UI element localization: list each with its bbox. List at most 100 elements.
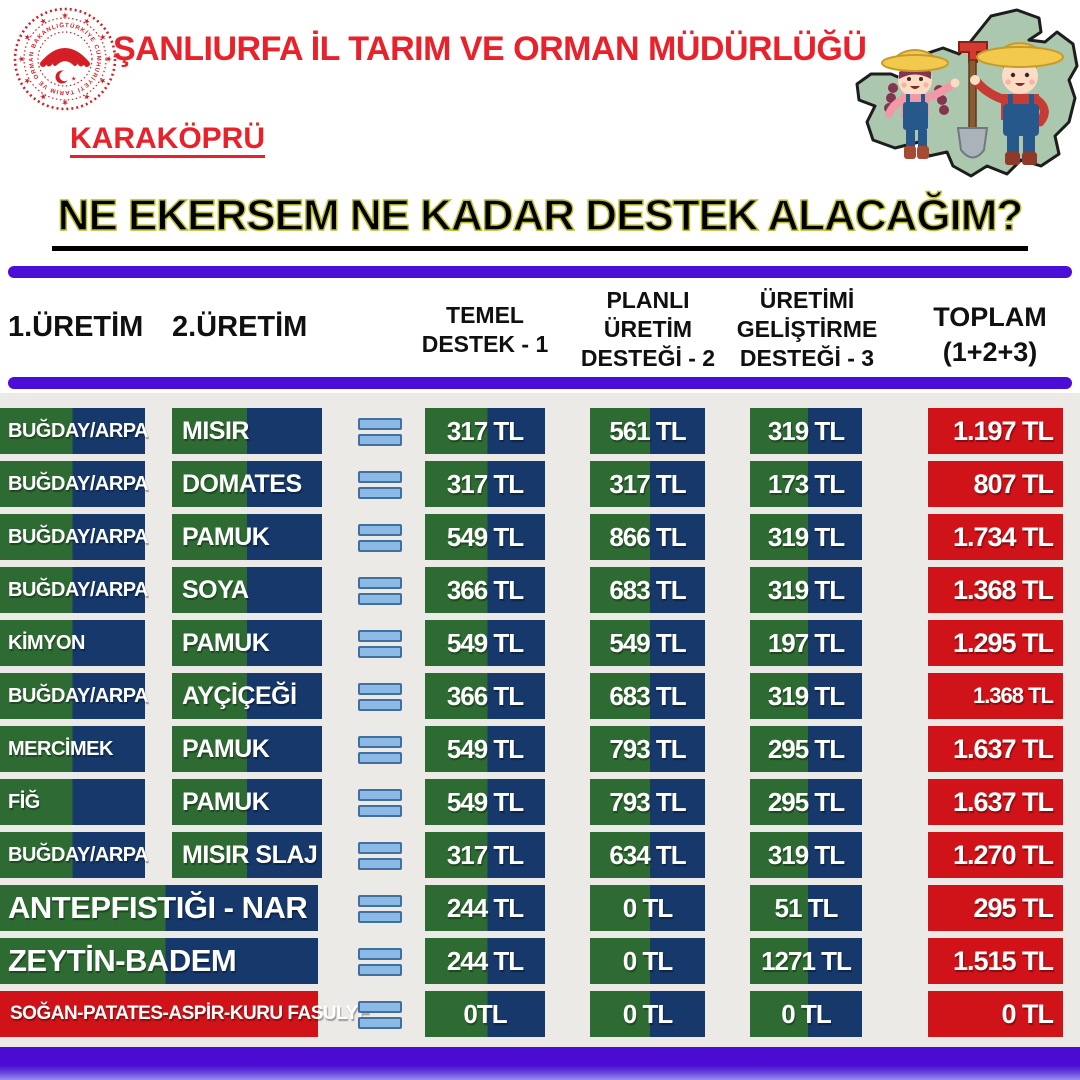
temel-value-cell: 317 TL [425, 832, 545, 878]
equals-bar [358, 630, 402, 642]
crop2-cell: MISIR [172, 408, 322, 454]
shovel-icon [956, 41, 989, 159]
column-header-uretim1: 1.ÜRETİM [8, 311, 144, 343]
gelistirme-value: 295 TL [767, 786, 845, 817]
total-cell: 1.515 TL [928, 938, 1063, 984]
table-row: ANTEPFISTIĞI - NAR 244 TL 0 TL 51 TL 295… [0, 885, 1080, 931]
planli-value-cell: 634 TL [590, 832, 705, 878]
total-cell: 1.368 TL [928, 567, 1063, 613]
column-header-toplam: TOPLAM (1+2+3) [933, 302, 1047, 368]
equals-bar [358, 752, 402, 764]
equals-bar [358, 948, 402, 960]
equals-bar [358, 593, 402, 605]
table-row: BUĞDAY/ARPA PAMUK 549 TL 866 TL 319 TL 1… [0, 514, 1080, 560]
svg-text:★: ★ [81, 16, 92, 27]
crop1-cell: BUĞDAY/ARPA [0, 832, 149, 878]
planli-value-cell: 793 TL [590, 726, 705, 772]
ministry-seal-logo: ★ ★ ★ ★ ★ ★ ★ ★ ★ ★ ★ ★ TÜRKİYE CUMHURİY… [12, 6, 117, 111]
question-title-text: NE EKERSEM NE KADAR DESTEK ALACAĞIM? [51, 190, 1029, 251]
svg-text:★: ★ [17, 55, 26, 62]
table-row: ZEYTİN-BADEM 244 TL 0 TL 1271 TL 1.515 T… [0, 938, 1080, 984]
total-value: 807 TL [973, 468, 1054, 499]
total-cell: 0 TL [928, 991, 1063, 1037]
total-value: 295 TL [973, 892, 1054, 923]
equals-bar [358, 789, 402, 801]
divider-line-top [8, 266, 1072, 278]
crop2-label: PAMUK [182, 628, 270, 657]
column-header-temel: TEMEL DESTEK - 1 [421, 302, 549, 357]
svg-text:★: ★ [97, 75, 108, 86]
district-title: KARAKÖPRÜ [70, 122, 265, 155]
gelistirme-value-cell: 319 TL [750, 673, 862, 719]
planli-value: 793 TL [609, 733, 686, 764]
crop1-label: KİMYON [8, 631, 86, 654]
gelistirme-value-cell: 319 TL [750, 567, 862, 613]
crop2-label: MISIR [182, 416, 249, 445]
total-value: 0 TL [1001, 998, 1054, 1029]
planli-value: 561 TL [609, 415, 686, 446]
crescent-star-icon: ★ [55, 70, 76, 84]
crop1-label: MERCİMEK [8, 737, 113, 760]
footer-band [0, 1047, 1080, 1080]
equals-icon [358, 418, 402, 446]
gelistirme-value: 295 TL [767, 733, 845, 764]
temel-value: 244 TL [446, 892, 524, 923]
svg-text:★: ★ [22, 32, 33, 43]
svg-text:★: ★ [22, 75, 33, 86]
planli-value-cell: 0 TL [590, 991, 705, 1037]
column-header-uretimi: ÜRETİMİ GELİŞTİRME DESTEĞİ - 3 [736, 287, 878, 371]
equals-bar [358, 540, 402, 552]
crop2-cell: DOMATES [172, 461, 322, 507]
crop2-label: PAMUK [182, 787, 270, 816]
crop2-cell: PAMUK [172, 779, 322, 825]
planli-value: 317 TL [609, 468, 686, 499]
equals-bar [358, 895, 402, 907]
planli-value: 0 TL [622, 945, 673, 976]
planli-value-cell: 549 TL [590, 620, 705, 666]
planli-value: 683 TL [609, 574, 686, 605]
crop2-label: PAMUK [182, 734, 270, 763]
unsupported-crops-cell: SOĞAN-PATATES-ASPİR-KURU FASULYE [0, 991, 370, 1037]
temel-value-cell: 0TL [425, 991, 545, 1037]
crop1-cell: KİMYON [0, 620, 145, 666]
equals-icon [358, 683, 402, 711]
planli-value-cell: 0 TL [590, 885, 705, 931]
planli-value: 634 TL [609, 839, 686, 870]
question-title: NE EKERSEM NE KADAR DESTEK ALACAĞIM? [0, 190, 1080, 251]
svg-text:★: ★ [38, 16, 49, 27]
equals-bar [358, 577, 402, 589]
temel-value-cell: 366 TL [425, 673, 545, 719]
equals-icon [358, 1001, 402, 1029]
temel-value-cell: 366 TL [425, 567, 545, 613]
gelistirme-value-cell: 197 TL [750, 620, 862, 666]
seal-emblem [40, 48, 90, 67]
table-row: MERCİMEK PAMUK 549 TL 793 TL 295 TL 1.63… [0, 726, 1080, 772]
farmers-illustration [855, 8, 1079, 178]
gelistirme-value-cell: 173 TL [750, 461, 862, 507]
temel-value-cell: 244 TL [425, 885, 545, 931]
table-row: BUĞDAY/ARPA MISIR 317 TL 561 TL 319 TL 1… [0, 408, 1080, 454]
crop-combined-cell: ANTEPFISTIĞI - NAR [0, 885, 318, 931]
equals-bar [358, 736, 402, 748]
temel-value-cell: 317 TL [425, 408, 545, 454]
table-row: BUĞDAY/ARPA SOYA 366 TL 683 TL 319 TL 1.… [0, 567, 1080, 613]
gelistirme-value: 197 TL [767, 627, 845, 658]
total-value: 1.368 TL [952, 574, 1054, 605]
gelistirme-value: 1271 TL [761, 945, 852, 976]
planli-value-cell: 317 TL [590, 461, 705, 507]
planli-value-cell: 0 TL [590, 938, 705, 984]
seal-stars: ★ ★ ★ ★ ★ ★ ★ ★ ★ ★ ★ ★ [17, 11, 113, 107]
column-header-planli: PLANLI ÜRETİM DESTEĞİ - 2 [580, 287, 716, 371]
svg-text:★: ★ [61, 98, 68, 107]
temel-value: 317 TL [446, 468, 524, 499]
planli-value-cell: 793 TL [590, 779, 705, 825]
total-value: 1.515 TL [952, 945, 1054, 976]
crop1-cell: FİĞ [0, 779, 145, 825]
gelistirme-value-cell: 319 TL [750, 408, 862, 454]
total-cell: 1.637 TL [928, 726, 1063, 772]
total-cell: 1.270 TL [928, 832, 1063, 878]
crop1-cell: MERCİMEK [0, 726, 145, 772]
crop2-cell: SOYA [172, 567, 322, 613]
gelistirme-value: 319 TL [767, 680, 845, 711]
temel-value: 317 TL [446, 415, 524, 446]
